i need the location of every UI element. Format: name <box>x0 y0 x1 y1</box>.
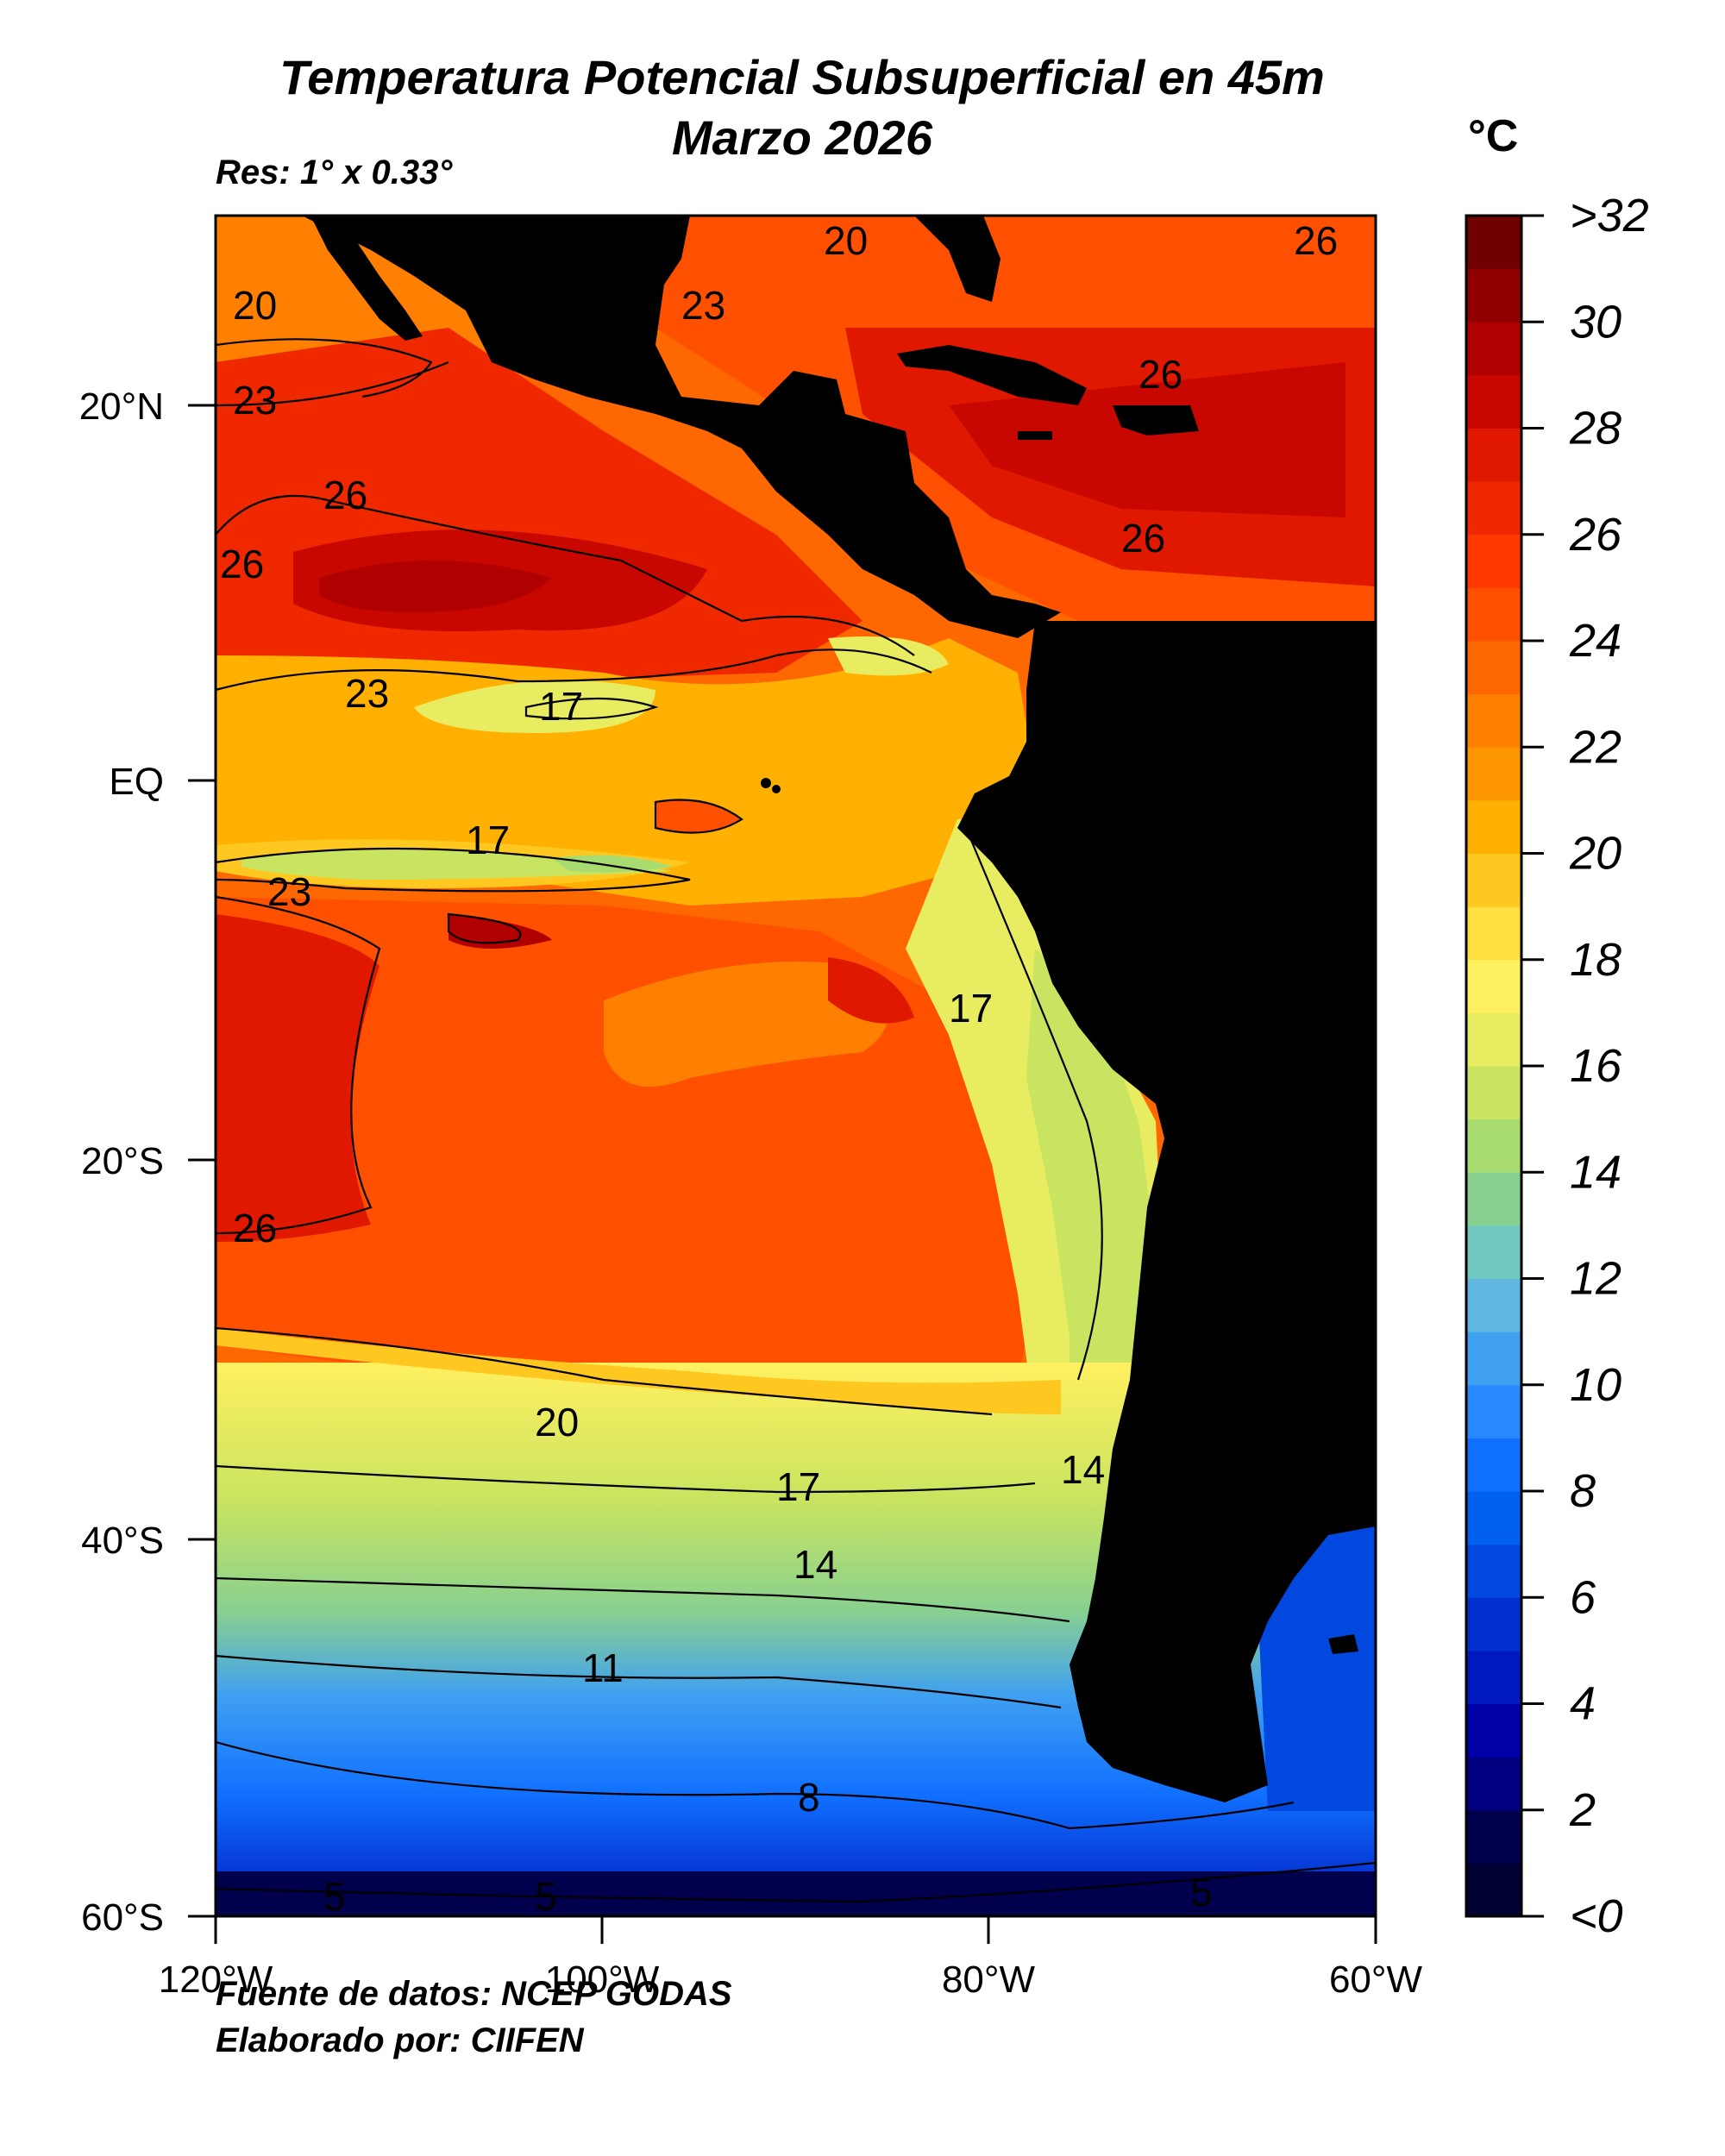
colorbar-swatch <box>1466 906 1521 961</box>
lon-tick-label: 60°W <box>1329 1959 1423 2001</box>
colorbar-label: 22 <box>1569 721 1622 773</box>
colorbar-label: 14 <box>1570 1146 1622 1198</box>
colorbar-swatch <box>1466 322 1521 376</box>
colorbar-label: 26 <box>1569 509 1622 561</box>
colorbar-swatch <box>1466 853 1521 907</box>
unit-label: °C <box>1468 111 1519 161</box>
contour-label: 17 <box>949 986 993 1031</box>
contour-label: 23 <box>233 378 277 423</box>
colorbar-swatch <box>1466 481 1521 536</box>
colorbar-swatch <box>1466 1384 1521 1438</box>
colorbar-label: 30 <box>1570 296 1622 348</box>
contour-label: 23 <box>267 869 311 914</box>
lat-axis <box>188 404 216 1918</box>
contour-label: 14 <box>794 1542 837 1587</box>
colorbar-swatch <box>1466 693 1521 748</box>
title-line-2: Marzo 2026 <box>672 110 932 165</box>
colorbar-label: 28 <box>1569 403 1622 454</box>
colorbar-label: 12 <box>1570 1253 1622 1305</box>
lon-axis <box>214 1916 1377 1944</box>
contour-label: 14 <box>1061 1447 1105 1492</box>
contour-label: 20 <box>824 218 868 263</box>
colorbar-swatch <box>1466 428 1521 482</box>
colorbar-label: 6 <box>1570 1571 1596 1623</box>
colorbar-label: 24 <box>1569 615 1622 667</box>
plot-frame <box>214 214 1377 1918</box>
contour-label: 20 <box>535 1400 579 1445</box>
colorbar-label: 10 <box>1570 1359 1622 1411</box>
colorbar-swatch <box>1466 1066 1521 1120</box>
contour-label: 5 <box>323 1874 346 1919</box>
colorbar-swatch <box>1466 1225 1521 1279</box>
lon-tick-label: 100°W <box>545 1959 660 2001</box>
contour-label: 23 <box>345 671 389 716</box>
contour-label: 26 <box>220 542 264 586</box>
colorbar-swatch <box>1466 1597 1521 1651</box>
lat-tick-label: 40°S <box>81 1520 164 1562</box>
colorbar-swatch <box>1466 1491 1521 1545</box>
colorbar-swatch <box>1466 1863 1521 1917</box>
contour-label: 26 <box>233 1206 277 1250</box>
colorbar-swatch <box>1466 1703 1521 1758</box>
contour-label: 5 <box>1190 1870 1213 1915</box>
colorbar-label: 4 <box>1570 1678 1596 1730</box>
colorbar-swatch <box>1466 959 1521 1013</box>
contour-label: 26 <box>323 473 367 517</box>
colorbar-swatch <box>1466 641 1521 695</box>
colorbar-label: >32 <box>1570 190 1649 241</box>
colorbar-swatch <box>1466 1650 1521 1704</box>
colorbar-swatch <box>1466 216 1521 270</box>
colorbar-swatch <box>1466 587 1521 642</box>
contour-label: 26 <box>1121 516 1165 561</box>
colorbar-swatch <box>1466 1544 1521 1598</box>
colorbar-swatch <box>1466 1172 1521 1226</box>
colorbar-label: 20 <box>1569 828 1622 880</box>
colorbar <box>1465 214 1544 1918</box>
land-mass <box>302 216 1376 1802</box>
contour-label: 8 <box>798 1775 820 1820</box>
contour-label: 26 <box>1294 218 1338 263</box>
lat-tick-label: 60°S <box>81 1896 164 1939</box>
colorbar-swatch <box>1466 1332 1521 1386</box>
colorbar-swatch <box>1466 268 1521 323</box>
title-line-1: Temperatura Potencial Subsuperficial en … <box>279 50 1325 104</box>
colorbar-swatch <box>1466 374 1521 429</box>
footer-author: Elaborado por: CIIFEN <box>216 2021 584 2059</box>
lat-tick-label: 20°S <box>81 1140 164 1182</box>
sst-field <box>216 216 1376 1916</box>
colorbar-labels: >32 30 28 26 24 22 20 18 16 14 12 10 8 6 4 2 <0 <box>1569 190 1649 1942</box>
contour-label: 5 <box>535 1874 557 1919</box>
contour-label: 17 <box>539 684 583 729</box>
lon-tick-label: 120°W <box>159 1959 273 2001</box>
contour-label: 17 <box>776 1464 820 1509</box>
colorbar-swatch <box>1466 1119 1521 1173</box>
contour-label: 26 <box>1138 352 1182 397</box>
contour-label: 20 <box>233 283 277 328</box>
colorbar-label: 16 <box>1570 1040 1622 1092</box>
contour-label: 23 <box>681 283 725 328</box>
lat-tick-label: EQ <box>109 761 164 803</box>
colorbar-label: 8 <box>1570 1465 1596 1517</box>
colorbar-swatch <box>1466 1012 1521 1067</box>
colorbar-swatch <box>1466 1757 1521 1811</box>
colorbar-label: 18 <box>1570 934 1622 986</box>
resolution-label: Res: 1° x 0.33° <box>216 154 453 191</box>
lat-tick-label: 20°N <box>79 385 164 428</box>
colorbar-swatch <box>1466 1278 1521 1332</box>
footer-source: Fuente de datos: NCEP GODAS <box>216 1975 732 2013</box>
contour-label: 17 <box>466 818 510 862</box>
contour-labels: 20 23 26 20 23 26 26 26 26 23 17 17 23 1… <box>220 218 1338 1919</box>
colorbar-swatch <box>1466 747 1521 801</box>
colorbar-label: <0 <box>1570 1890 1623 1942</box>
colorbar-swatch <box>1466 534 1521 588</box>
lon-tick-label: 80°W <box>942 1959 1036 2001</box>
contour-lines <box>215 338 1377 1903</box>
colorbar-swatch <box>1466 799 1521 854</box>
colorbar-label: 2 <box>1569 1784 1596 1836</box>
contour-label: 11 <box>582 1645 624 1690</box>
colorbar-swatch <box>1466 1809 1521 1864</box>
colorbar-swatch <box>1466 1438 1521 1492</box>
